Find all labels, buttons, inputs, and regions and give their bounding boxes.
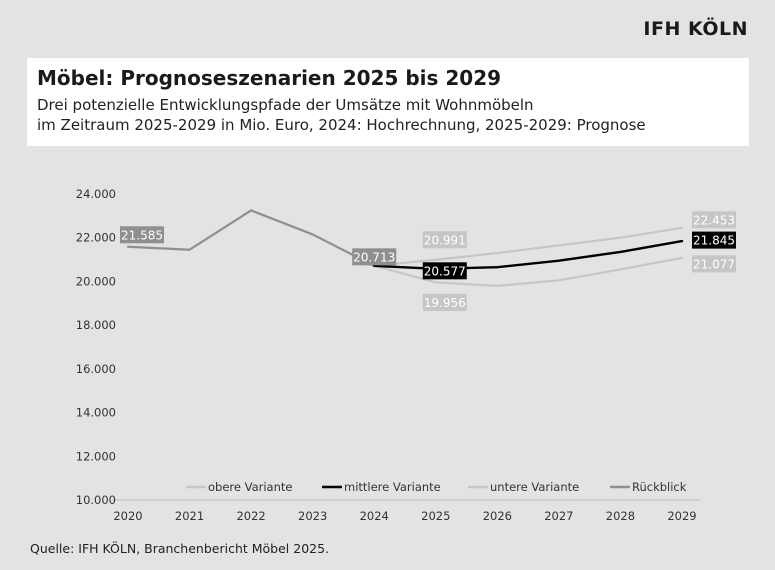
data-label-box <box>352 248 397 266</box>
brand-logo: IFH KÖLN <box>643 18 748 40</box>
x-tick-label: 2027 <box>544 509 573 523</box>
chart-subtitle-line1: Drei potenzielle Entwicklungspfade der U… <box>37 96 534 114</box>
x-tick-label: 2024 <box>360 509 389 523</box>
data-label: 20.577 <box>424 264 466 278</box>
y-tick-label: 20.000 <box>76 274 116 288</box>
series-line-upper <box>373 226 684 267</box>
data-label-box <box>120 226 164 244</box>
chart-subtitle-line2: im Zeitraum 2025-2029 in Mio. Euro, 2024… <box>37 116 646 134</box>
y-tick-label: 10.000 <box>76 493 116 507</box>
x-tick-label: 2022 <box>236 509 265 523</box>
y-tick-label: 16.000 <box>76 362 116 376</box>
data-label: 19.956 <box>424 296 466 310</box>
legend-label: obere Variante <box>208 480 292 494</box>
data-label: 22.453 <box>693 213 735 227</box>
x-tick-label: 2026 <box>483 509 512 523</box>
source-note: Quelle: IFH KÖLN, Branchenbericht Möbel … <box>30 541 330 556</box>
data-label-box <box>422 293 467 311</box>
y-tick-label: 22.000 <box>76 231 116 245</box>
legend-label: untere Variante <box>490 480 579 494</box>
data-label-box <box>422 231 467 249</box>
x-tick-label: 2025 <box>421 509 450 523</box>
data-label-box <box>692 255 736 273</box>
data-label: 20.991 <box>424 233 466 247</box>
x-tick-label: 2020 <box>113 509 142 523</box>
legend-label: mittlere Variante <box>344 480 441 494</box>
x-tick-label: 2023 <box>298 509 327 523</box>
data-label: 20.713 <box>353 250 395 264</box>
series-line-lower <box>373 256 684 287</box>
data-label-box <box>422 262 467 280</box>
series-line-middle <box>373 239 684 271</box>
x-tick-label: 2021 <box>175 509 204 523</box>
y-tick-label: 12.000 <box>76 449 116 463</box>
series-line-history <box>126 209 376 267</box>
data-label-box <box>692 231 736 249</box>
x-tick-label: 2029 <box>667 509 696 523</box>
x-tick-label: 2028 <box>606 509 635 523</box>
data-label-box <box>692 211 736 229</box>
y-tick-label: 24.000 <box>76 187 116 201</box>
data-label: 21.077 <box>693 257 735 271</box>
data-label: 21.585 <box>121 228 163 242</box>
y-tick-label: 14.000 <box>76 406 116 420</box>
legend-label: Rückblick <box>632 480 687 494</box>
title-box: Möbel: Prognoseszenarien 2025 bis 2029 D… <box>27 58 749 146</box>
y-tick-label: 18.000 <box>76 318 116 332</box>
data-label: 21.845 <box>693 234 735 248</box>
chart-title: Möbel: Prognoseszenarien 2025 bis 2029 <box>37 66 502 90</box>
